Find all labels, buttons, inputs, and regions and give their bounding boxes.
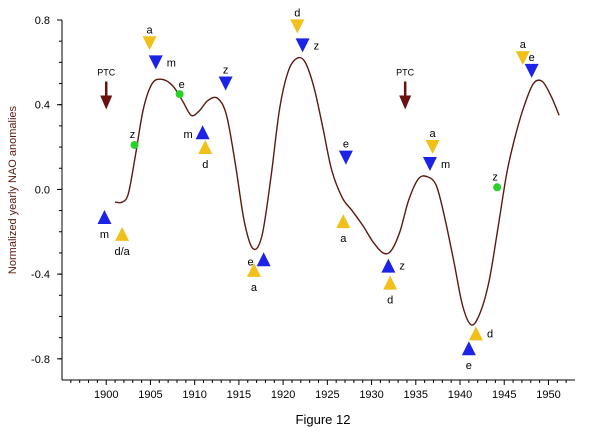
marker-label: a (251, 282, 258, 294)
green-point (130, 140, 139, 149)
x-tick-label: 1910 (182, 389, 206, 401)
down-triangle-blue (218, 76, 233, 91)
down-triangle-yellow (425, 140, 440, 155)
annotation-layer: PTC PTC (97, 68, 415, 110)
up-triangle-blue (195, 125, 210, 140)
point-label: e (179, 79, 185, 91)
marker-label: z (399, 261, 405, 273)
marker-label: m (167, 57, 176, 69)
marker-label: a (147, 24, 154, 36)
marker-label: a (340, 233, 347, 245)
up-triangle-blue (461, 341, 476, 356)
x-tick-label: 1945 (492, 389, 516, 401)
down-triangle-blue (524, 63, 539, 78)
green-point (493, 183, 502, 192)
ptc-arrow-head (100, 95, 113, 110)
x-tick-label: 1930 (359, 389, 383, 401)
ptc-label: PTC (396, 68, 415, 78)
point-label: z (492, 171, 498, 183)
up-triangle-yellow (468, 326, 483, 341)
down-triangle-blue (338, 150, 353, 165)
marker-label: m (441, 159, 450, 171)
up-triangle-yellow (198, 140, 213, 155)
marker-label: e (529, 52, 535, 64)
up-triangle-yellow (246, 262, 261, 277)
x-tick-label: 1940 (448, 389, 472, 401)
marker-label: d/a (114, 246, 130, 258)
x-tick-label: 1950 (536, 389, 560, 401)
x-tick-label: 1935 (404, 389, 428, 401)
marker-label: a (520, 39, 527, 51)
marker-label: m (100, 229, 109, 241)
x-tick-label: 1905 (138, 389, 162, 401)
marker-label: e (466, 360, 472, 372)
down-triangle-blue (295, 38, 310, 53)
axes: 0.8 0.4 0.0 -0.4 -0.8 1900 1905 1910 1915 1920 192… (31, 15, 575, 401)
down-triangle-yellow (515, 51, 530, 66)
up-triangle-blue (256, 252, 271, 267)
x-tick-label: 1920 (271, 389, 295, 401)
x-tick-label: 1925 (315, 389, 339, 401)
green-point (175, 90, 184, 99)
y-tick-label: -0.4 (31, 269, 50, 281)
down-triangle-blue (148, 55, 163, 70)
y-tick-label: 0.8 (35, 15, 50, 27)
marker-label: e (343, 139, 349, 151)
up-triangle-yellow (115, 226, 130, 241)
marker-label: d (202, 159, 208, 171)
y-tick-label: 0.4 (35, 100, 50, 112)
up-triangle-blue (97, 209, 112, 224)
marker-label: z (223, 65, 229, 77)
marker-label: d (387, 295, 393, 307)
marker-label: d (487, 328, 493, 340)
y-tick-label: -0.8 (31, 354, 50, 366)
marker-label: a (430, 128, 437, 140)
down-triangle-yellow (290, 19, 305, 34)
down-triangle-yellow (142, 36, 157, 51)
up-triangle-yellow (336, 214, 351, 229)
down-triangle-blue (422, 157, 437, 171)
curve-layer (114, 56, 560, 326)
marker-label: z (314, 40, 320, 52)
point-label: z (130, 129, 136, 141)
up-triangle-blue (381, 258, 396, 273)
figure-caption: Figure 12 (296, 412, 351, 427)
x-tick-label: 1900 (94, 389, 118, 401)
ptc-label: PTC (97, 68, 116, 78)
ptc-arrow-head (399, 95, 412, 110)
y-tick-label: 0.0 (35, 184, 50, 196)
up-triangle-yellow (383, 275, 398, 290)
marker-label: m (183, 129, 192, 141)
x-tick-label: 1915 (227, 389, 251, 401)
marker-label: d (294, 7, 300, 19)
y-axis-label: Normalized yearly NAO anomalies (7, 105, 19, 274)
nao-curve (114, 56, 560, 326)
marker-label: e (248, 256, 254, 268)
